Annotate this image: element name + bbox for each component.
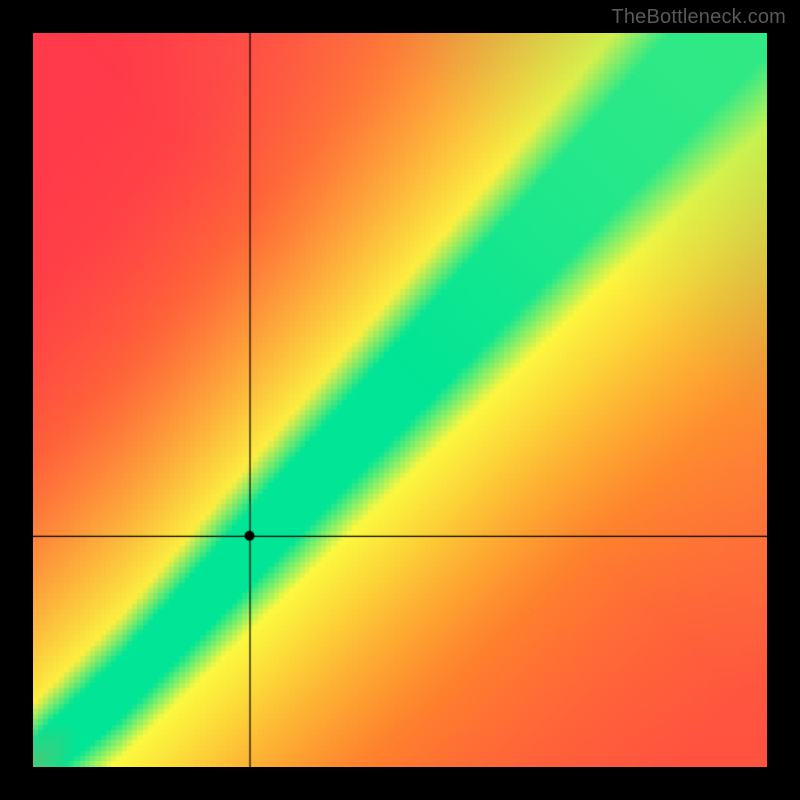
crosshair-canvas: [33, 33, 767, 767]
watermark-text: TheBottleneck.com: [611, 6, 786, 29]
chart-container: TheBottleneck.com: [0, 0, 800, 800]
